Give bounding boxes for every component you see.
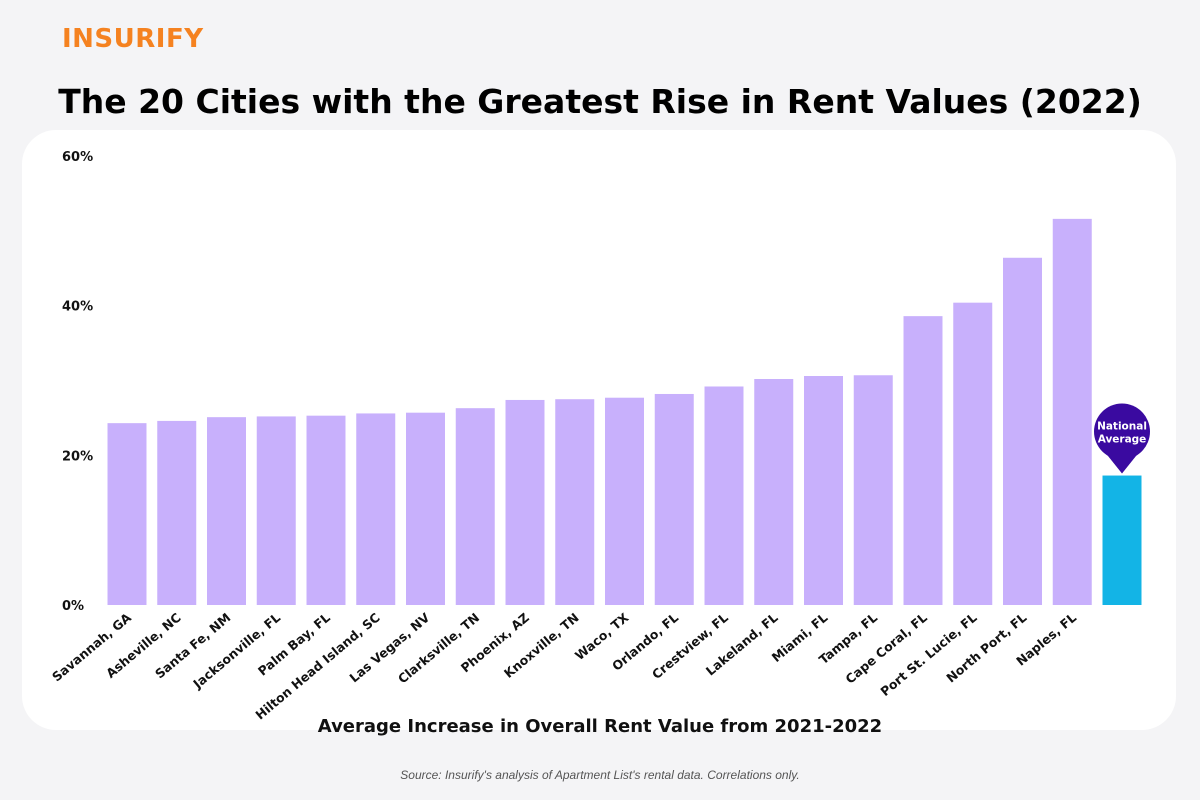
bar	[903, 316, 943, 605]
bar	[704, 386, 744, 605]
bar	[406, 412, 445, 605]
bar	[107, 423, 147, 605]
x-tick-label: Jacksonville, FL	[189, 610, 283, 692]
national-average-bar	[1102, 475, 1142, 605]
bar	[605, 397, 644, 605]
national-average-pin	[1094, 403, 1150, 460]
chart-title: The 20 Cities with the Greatest Rise in …	[58, 82, 1142, 121]
y-tick-label: 60%	[62, 150, 93, 165]
source-note: Source: Insurify's analysis of Apartment…	[400, 768, 800, 782]
bar	[555, 399, 595, 605]
bar	[256, 416, 296, 605]
national-average-label: Average	[1098, 434, 1147, 446]
national-average-pin-tip	[1106, 453, 1138, 474]
x-axis-title: Average Increase in Overall Rent Value f…	[317, 716, 883, 737]
bar	[853, 375, 893, 605]
bar	[455, 408, 495, 605]
bar	[356, 413, 396, 605]
national-average-label: National	[1097, 421, 1147, 433]
y-axis-ticks: 0% 20% 40% 60%	[62, 150, 93, 614]
bar	[505, 399, 545, 605]
bars-group	[107, 218, 1092, 606]
bar	[754, 379, 794, 605]
bar	[654, 393, 694, 605]
bar	[1003, 257, 1042, 605]
y-tick-label: 20%	[62, 449, 93, 464]
y-tick-label: 40%	[62, 300, 93, 315]
insurify-logo: INSURIFY	[62, 24, 204, 54]
bar	[1052, 218, 1092, 606]
y-tick-label: 0%	[62, 599, 84, 614]
bar	[207, 417, 246, 605]
bar	[953, 302, 993, 605]
bar	[804, 376, 843, 605]
bar	[306, 415, 346, 605]
x-tick-label: Port St. Lucie, FL	[877, 610, 979, 699]
bar	[157, 420, 197, 605]
